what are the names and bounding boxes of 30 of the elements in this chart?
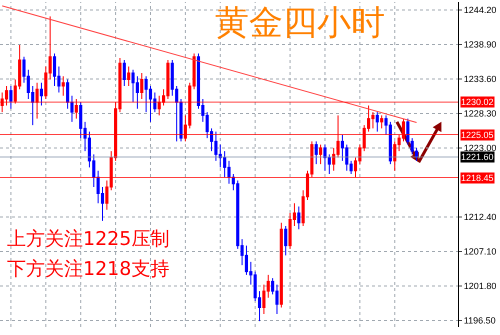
candlestick (297, 206, 300, 230)
ref-line-label: 1230.02 (461, 97, 494, 107)
y-tick-label: 1223.00 (464, 143, 496, 154)
candlestick (62, 76, 65, 96)
candlestick (9, 86, 12, 110)
y-tick-label: 1207.10 (464, 246, 496, 257)
annotation: 上方关注1225压制 (7, 228, 170, 250)
chart-title: 黄金四小时 (215, 2, 385, 43)
candlestick (40, 82, 44, 106)
ref-line-label: 1221.60 (461, 152, 494, 162)
annotation: 下方关注1218支持 (7, 258, 170, 280)
candlestick (380, 114, 384, 129)
y-tick-label: 1201.80 (464, 281, 496, 292)
candlestick (323, 144, 327, 172)
candlestick (122, 59, 126, 87)
y-tick-label: 1238.90 (464, 39, 496, 50)
candlestick (284, 226, 288, 256)
y-tick-label: 1196.50 (464, 316, 496, 326)
y-tick-label: 1233.60 (464, 74, 496, 84)
candlestick (140, 72, 144, 100)
candlestick (314, 140, 318, 165)
candlestick (127, 66, 130, 87)
y-tick-label: 1244.20 (464, 4, 496, 15)
candlestick (280, 222, 283, 308)
candlestick (319, 144, 322, 165)
y-tick-label: 1212.40 (464, 212, 496, 222)
y-tick-label: 1228.30 (464, 108, 496, 119)
ref-line-label: 1218.45 (461, 173, 494, 183)
candlestick (376, 112, 379, 132)
ref-line-label: 1225.05 (461, 130, 494, 140)
